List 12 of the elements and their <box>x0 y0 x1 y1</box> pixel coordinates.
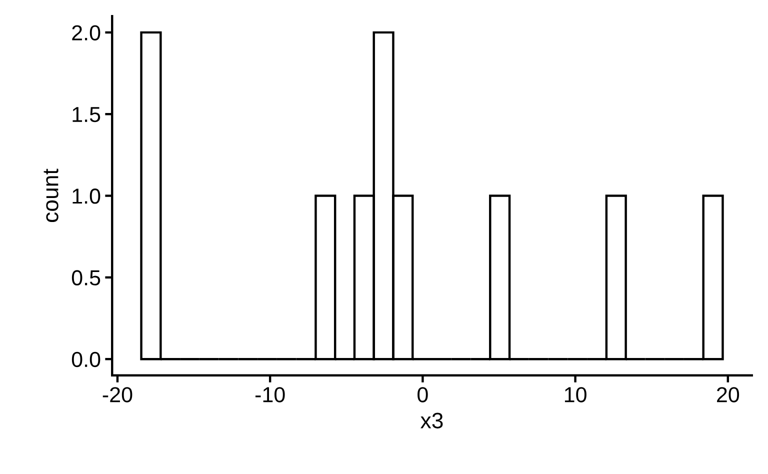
y-tick-label: 0.5 <box>72 270 100 286</box>
y-tick-label: 2.0 <box>72 25 100 40</box>
y-tick-label: 0.0 <box>72 352 100 368</box>
y-tick-label: 1.5 <box>72 107 100 122</box>
x-axis-title: x3 <box>420 412 443 428</box>
x-tick-label: 10 <box>564 387 586 402</box>
x-tick-label: 0 <box>418 387 428 402</box>
y-axis-title: count <box>44 168 58 222</box>
x-tick-label: -20 <box>102 387 132 402</box>
y-tick-label: 1.0 <box>72 188 100 204</box>
x-tick-label: -10 <box>255 387 285 402</box>
x-tick-label: 20 <box>717 387 740 402</box>
